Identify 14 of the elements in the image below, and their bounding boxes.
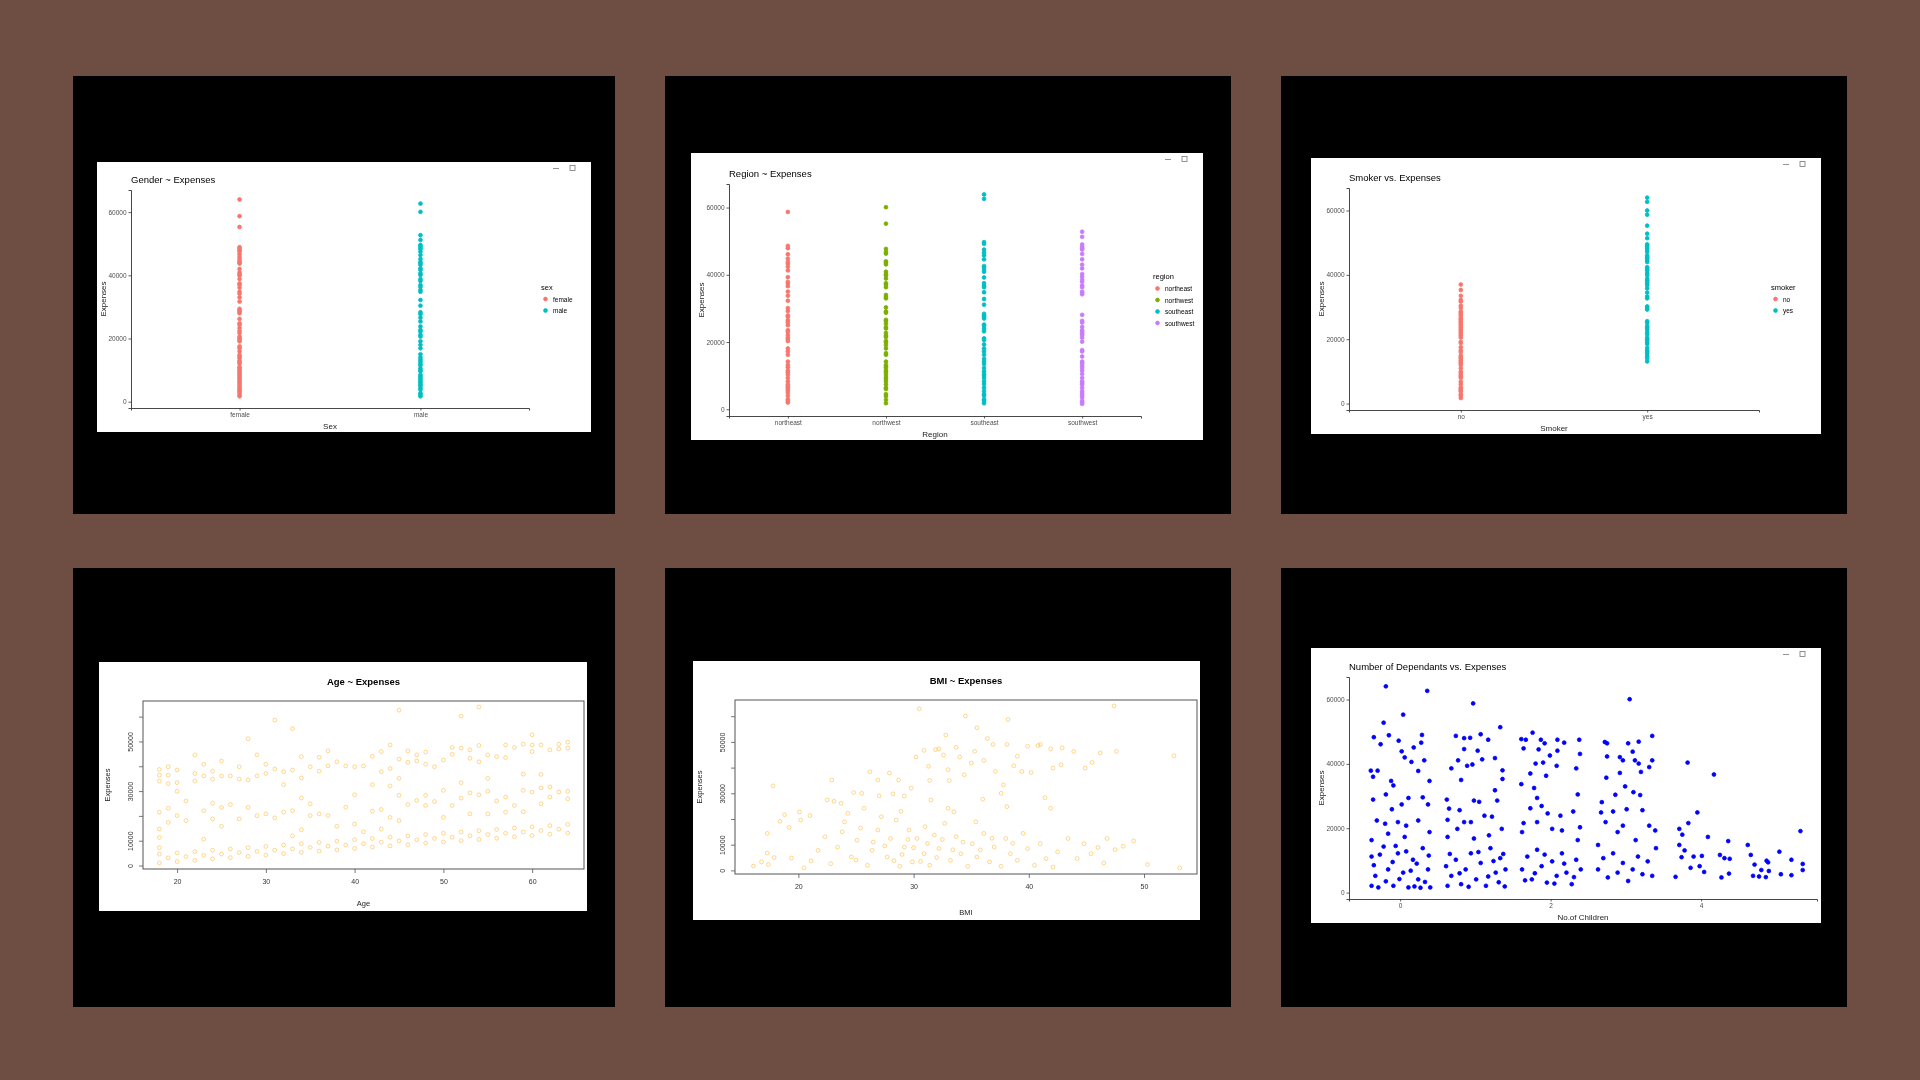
chart-title: Number of Dependants vs. Expenses [1349, 661, 1507, 672]
x-axis-title: Region [922, 430, 948, 439]
y-axis-title: Expenses [1317, 281, 1326, 317]
x-axis-title: No.of Children [1557, 913, 1609, 922]
y-axis-title: Expenses [697, 282, 706, 318]
y-axis-title: Expenses [1317, 770, 1326, 806]
x-axis-title: Sex [323, 422, 337, 431]
chart-title: Smoker vs. Expenses [1349, 172, 1442, 183]
chart-title: Gender ~ Expenses [131, 174, 216, 185]
y-axis-title: Expenses [99, 281, 108, 317]
chart-title: Age ~ Expenses [326, 676, 401, 687]
x-axis-title: Smoker [1540, 424, 1569, 433]
chart-title: Region ~ Expenses [729, 168, 812, 179]
chart-title: BMI ~ Expenses [929, 675, 1003, 686]
